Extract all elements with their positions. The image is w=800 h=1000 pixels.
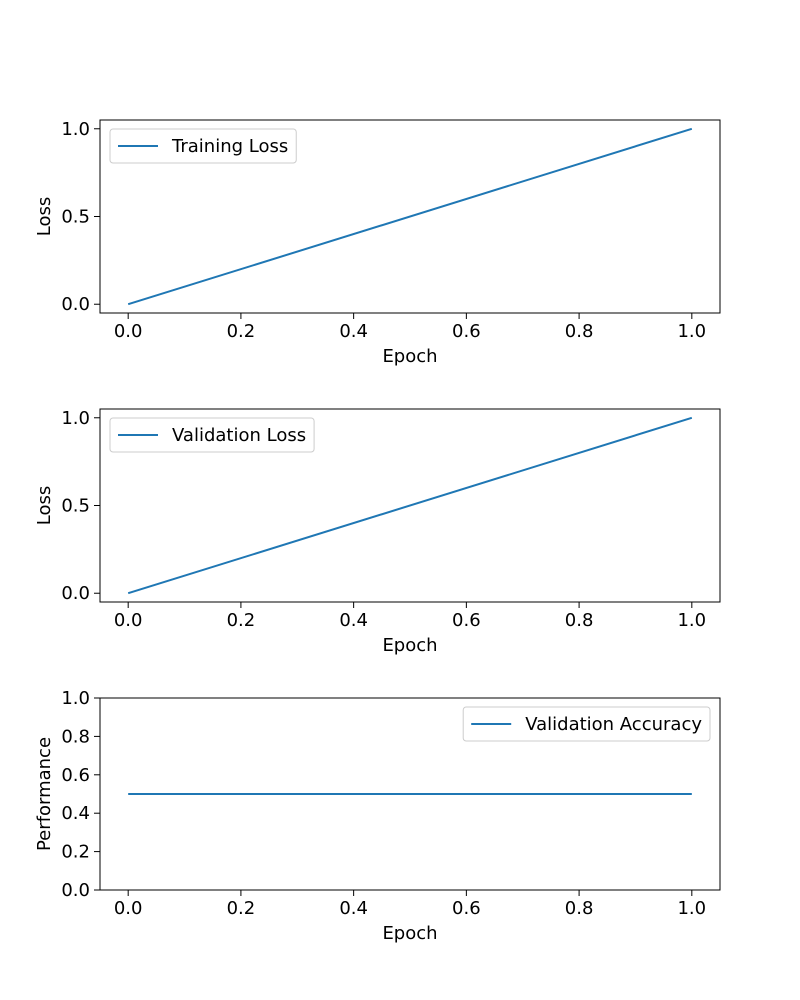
legend-label-training-loss: Training Loss	[171, 136, 288, 157]
x-axis-label: Epoch	[382, 346, 437, 367]
x-ticks: 0.0 0.2 0.4 0.6 0.8 1.0	[114, 602, 706, 631]
y-tick-label: 0.0	[61, 880, 90, 901]
x-tick-label: 0.0	[114, 610, 143, 631]
axes-frame	[99, 697, 721, 891]
x-tick-label: 0.4	[339, 321, 368, 342]
y-tick-label: 0.0	[61, 294, 90, 315]
x-tick-label: 0.2	[227, 321, 256, 342]
x-tick-label: 1.0	[677, 898, 706, 919]
x-ticks: 0.0 0.2 0.4 0.6 0.8 1.0	[114, 313, 706, 342]
y-ticks: 0.0 0.5 1.0	[61, 119, 100, 315]
x-tick-label: 0.6	[452, 610, 481, 631]
training-loss-line	[127, 127, 693, 306]
y-ticks: 0.0 0.5 1.0	[61, 408, 100, 604]
legend: Training Loss	[109, 128, 297, 164]
y-tick-label: 0.5	[61, 207, 90, 228]
legend: Validation Accuracy	[462, 706, 711, 742]
y-tick-label: 0.0	[61, 583, 90, 604]
legend-label-validation-loss: Validation Loss	[172, 425, 306, 446]
legend-box	[109, 417, 315, 453]
x-tick-label: 0.8	[565, 321, 594, 342]
y-tick-label: 0.5	[61, 496, 90, 517]
x-axis-label: Epoch	[382, 923, 437, 944]
x-tick-label: 1.0	[677, 610, 706, 631]
validation-accuracy-subplot: 0.0 0.2 0.4 0.6 0.8 1.0 0.0 0.2 0.4 0.6 0.8 1.0 Ep…	[34, 688, 721, 944]
plot-lines	[127, 127, 693, 306]
legend: Validation Loss	[109, 417, 315, 453]
y-tick-label: 0.2	[61, 842, 90, 863]
y-tick-label: 0.6	[61, 765, 90, 786]
y-ticks: 0.0 0.2 0.4 0.6 0.8 1.0	[61, 688, 100, 901]
training-loss-subplot: 0.0 0.2 0.4 0.6 0.8 1.0 0.00.51.0 Epoch Loss …	[34, 119, 721, 367]
y-tick-label: 1.0	[61, 119, 90, 140]
x-ticks: 0.0 0.2 0.4 0.6 0.8 1.0	[114, 890, 706, 919]
legend-box	[462, 706, 711, 742]
x-tick-label: 0.8	[565, 610, 594, 631]
plot-lines	[127, 416, 693, 595]
y-axis-label: Loss	[34, 197, 55, 236]
legend-label-validation-accuracy: Validation Accuracy	[525, 714, 702, 735]
y-axis-label: Loss	[34, 486, 55, 525]
x-tick-label: 0.2	[227, 898, 256, 919]
x-tick-label: 0.0	[114, 321, 143, 342]
x-tick-label: 0.6	[452, 898, 481, 919]
y-axis-label: Performance	[34, 737, 55, 851]
x-tick-label: 0.4	[339, 898, 368, 919]
x-tick-label: 0.6	[452, 321, 481, 342]
validation-loss-subplot: 0.0 0.2 0.4 0.6 0.8 1.0 0.00.51.0 Epoch Loss …	[34, 408, 721, 656]
y-tick-label: 0.8	[61, 726, 90, 747]
x-tick-label: 1.0	[677, 321, 706, 342]
x-tick-label: 0.2	[227, 610, 256, 631]
y-tick-label: 1.0	[61, 408, 90, 429]
x-tick-label: 0.8	[565, 898, 594, 919]
validation-loss-line	[127, 416, 693, 595]
y-tick-label: 1.0	[61, 688, 90, 709]
y-tick-label: 0.4	[61, 803, 90, 824]
x-tick-label: 0.4	[339, 610, 368, 631]
x-tick-label: 0.0	[114, 898, 143, 919]
legend-box	[109, 128, 297, 164]
x-axis-label: Epoch	[382, 635, 437, 656]
